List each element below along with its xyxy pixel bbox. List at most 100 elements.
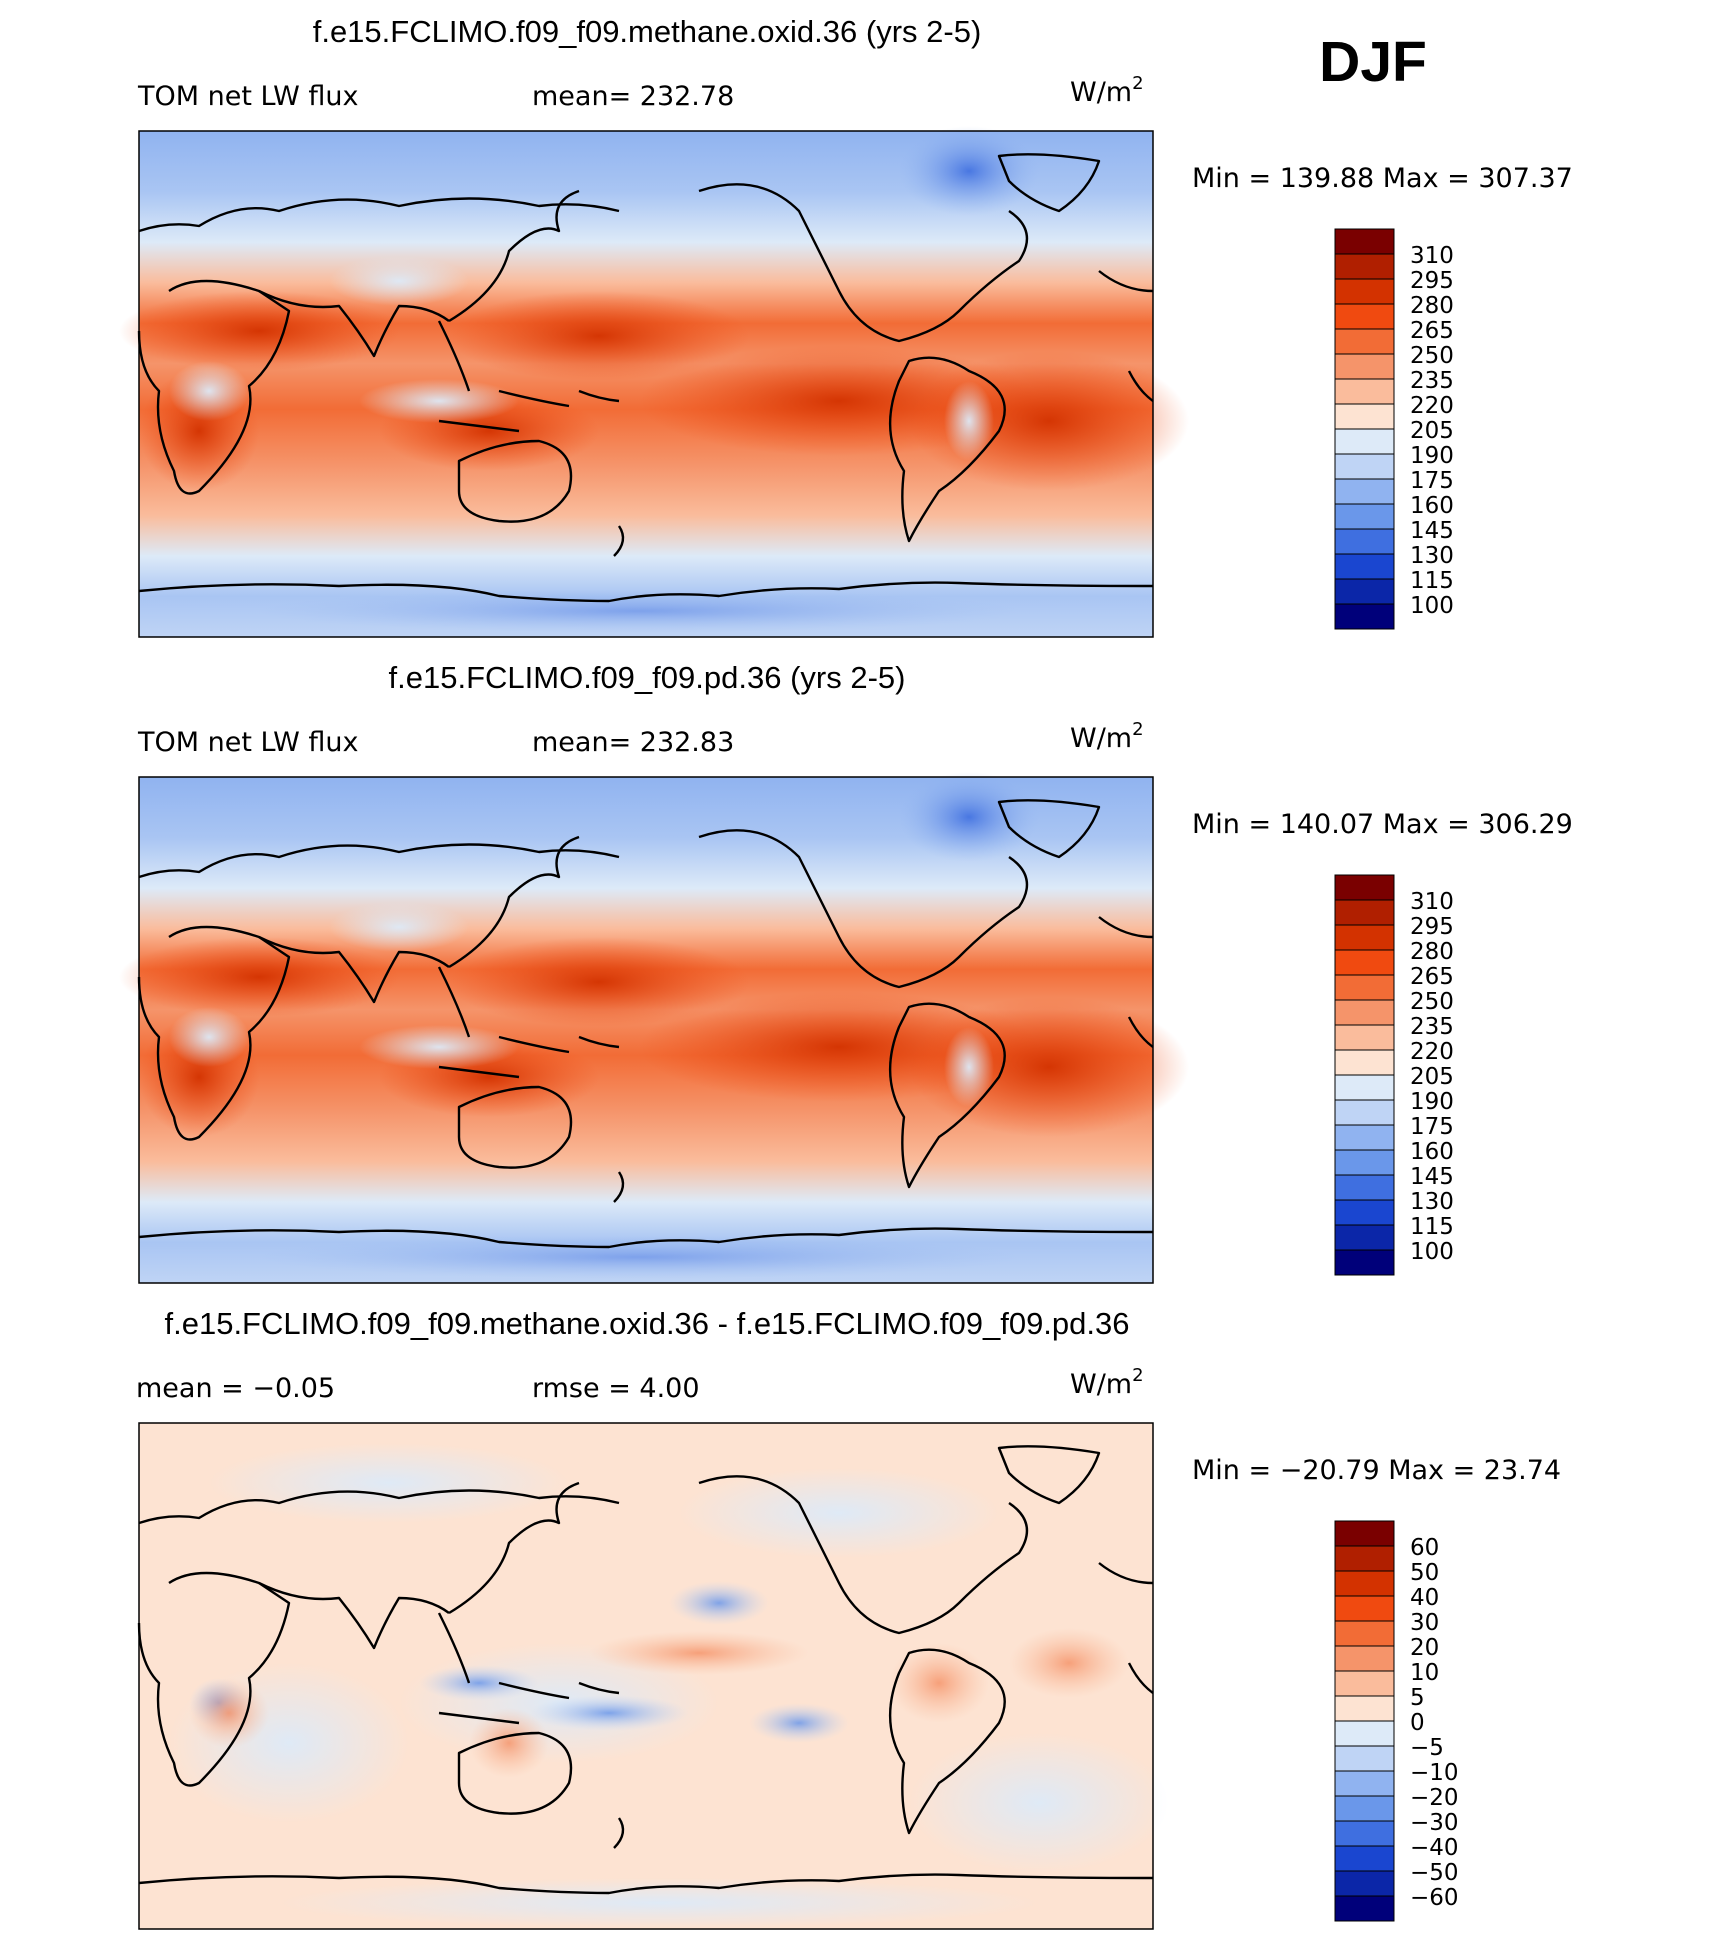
- units-label: W/m2: [1070, 73, 1144, 108]
- colorbar-tick-label: −60: [1410, 1885, 1459, 1911]
- colorbar-swatch: [1334, 603, 1395, 630]
- colorbar-swatch: [1334, 1695, 1395, 1722]
- colorbar-swatch: [1334, 1745, 1395, 1772]
- panel-rmse-label: rmse = 4.00: [532, 1373, 700, 1404]
- panel-mean-label: mean = −0.05: [136, 1373, 335, 1404]
- colorbar-swatch: [1334, 378, 1395, 405]
- colorbar-tick-label: 10: [1410, 1660, 1439, 1686]
- colorbar-swatch: [1334, 1224, 1395, 1251]
- season-label: DJF: [1319, 30, 1427, 94]
- colorbar-tick-label: −30: [1410, 1810, 1459, 1836]
- colorbar-swatch: [1334, 253, 1395, 280]
- colorbar-swatch: [1334, 1049, 1395, 1076]
- colorbar-swatch: [1334, 278, 1395, 305]
- colorbar-swatch: [1334, 1174, 1395, 1201]
- colorbar-tick-label: 160: [1410, 493, 1454, 519]
- colorbar-swatch: [1334, 1545, 1395, 1572]
- colorbar-swatch: [1334, 1670, 1395, 1697]
- colorbar-swatch: [1334, 528, 1395, 555]
- minmax-label: Min = 140.07 Max = 306.29: [1192, 809, 1573, 840]
- colorbar-tick-label: 115: [1410, 1214, 1454, 1240]
- colorbar-tick-label: 145: [1410, 1164, 1454, 1190]
- colorbar-tick-label: 295: [1410, 914, 1454, 940]
- colorbar-swatch: [1334, 503, 1395, 530]
- colorbar-tick-label: 265: [1410, 318, 1454, 344]
- colorbar-tick-label: −50: [1410, 1860, 1459, 1886]
- colorbar-tick-label: 220: [1410, 393, 1454, 419]
- colorbar-tick-label: 250: [1410, 343, 1454, 369]
- colorbar-tick-label: 250: [1410, 989, 1454, 1015]
- colorbar-tick-label: 175: [1410, 1114, 1454, 1140]
- colorbar-swatch: [1334, 478, 1395, 505]
- colorbar-swatch: [1334, 899, 1395, 926]
- colorbar-tick-label: 190: [1410, 1089, 1454, 1115]
- colorbar: 3102952802652502352202051901751601451301…: [1334, 228, 1454, 630]
- colorbar-tick-label: 190: [1410, 443, 1454, 469]
- colorbar-swatch: [1334, 1645, 1395, 1672]
- panel-mean-label: mean= 232.83: [532, 727, 734, 758]
- colorbar-swatch: [1334, 974, 1395, 1001]
- colorbar-tick-label: −10: [1410, 1760, 1459, 1786]
- colorbar-tick-label: 205: [1410, 418, 1454, 444]
- colorbar-tick-label: 50: [1410, 1560, 1439, 1586]
- units-label: W/m2: [1070, 1365, 1144, 1400]
- colorbar-swatch: [1334, 228, 1395, 255]
- colorbar-tick-label: 60: [1410, 1535, 1439, 1561]
- map-plot: [137, 1422, 1169, 1930]
- colorbar-tick-label: 175: [1410, 468, 1454, 494]
- colorbar-swatch: [1334, 924, 1395, 951]
- colorbar-tick-label: 220: [1410, 1039, 1454, 1065]
- colorbar-tick-label: 205: [1410, 1064, 1454, 1090]
- colorbar-swatch: [1334, 1720, 1395, 1747]
- colorbar-tick-label: 40: [1410, 1585, 1439, 1611]
- colorbar-tick-label: −20: [1410, 1785, 1459, 1811]
- panel-title: f.e15.FCLIMO.f09_f09.methane.oxid.36 - f…: [165, 1306, 1130, 1341]
- colorbar-swatch: [1334, 1520, 1395, 1547]
- colorbar-swatch: [1334, 1124, 1395, 1151]
- colorbar-tick-label: 130: [1410, 543, 1454, 569]
- colorbar-tick-label: 115: [1410, 568, 1454, 594]
- colorbar-tick-label: 160: [1410, 1139, 1454, 1165]
- colorbar-swatch: [1334, 1570, 1395, 1597]
- colorbar-swatch: [1334, 1820, 1395, 1847]
- colorbar-swatch: [1334, 1595, 1395, 1622]
- colorbar-swatch: [1334, 428, 1395, 455]
- colorbar-swatch: [1334, 1074, 1395, 1101]
- colorbar-tick-label: 100: [1410, 593, 1454, 619]
- colorbar-swatch: [1334, 1149, 1395, 1176]
- minmax-label: Min = −20.79 Max = 23.74: [1192, 1455, 1561, 1486]
- panel-pd: f.e15.FCLIMO.f09_f09.pd.36 (yrs 2-5) TOM…: [119, 660, 1573, 1284]
- colorbar-swatch: [1334, 303, 1395, 330]
- colorbar-tick-label: 310: [1410, 889, 1454, 915]
- map-plot: [119, 126, 1189, 638]
- panel-mean-label: mean= 232.78: [532, 81, 734, 112]
- colorbar-tick-label: 20: [1410, 1635, 1439, 1661]
- colorbar-swatch: [1334, 353, 1395, 380]
- colorbar-tick-label: 295: [1410, 268, 1454, 294]
- colorbar-swatch: [1334, 1024, 1395, 1051]
- colorbar-swatch: [1334, 1249, 1395, 1276]
- colorbar-tick-label: −40: [1410, 1835, 1459, 1861]
- units-label: W/m2: [1070, 719, 1144, 754]
- colorbar-tick-label: 235: [1410, 1014, 1454, 1040]
- colorbar-tick-label: 280: [1410, 293, 1454, 319]
- colorbar-swatch: [1334, 578, 1395, 605]
- colorbar-tick-label: 130: [1410, 1189, 1454, 1215]
- panel-methane: f.e15.FCLIMO.f09_f09.methane.oxid.36 (yr…: [119, 14, 1573, 638]
- panel-diff: f.e15.FCLIMO.f09_f09.methane.oxid.36 - f…: [136, 1306, 1561, 1930]
- colorbar-tick-label: 5: [1410, 1685, 1425, 1711]
- colorbar-swatch: [1334, 874, 1395, 901]
- panel-left-label: TOM net LW flux: [137, 727, 358, 758]
- colorbar-tick-label: 310: [1410, 243, 1454, 269]
- colorbar-swatch: [1334, 1845, 1395, 1872]
- colorbar-tick-label: 280: [1410, 939, 1454, 965]
- colorbar-tick-label: 0: [1410, 1710, 1425, 1736]
- panel-title: f.e15.FCLIMO.f09_f09.pd.36 (yrs 2-5): [389, 660, 906, 695]
- colorbar-swatch: [1334, 1870, 1395, 1897]
- panel-title: f.e15.FCLIMO.f09_f09.methane.oxid.36 (yr…: [313, 14, 982, 49]
- colorbar-tick-label: 145: [1410, 518, 1454, 544]
- colorbar-tick-label: 265: [1410, 964, 1454, 990]
- colorbar-swatch: [1334, 999, 1395, 1026]
